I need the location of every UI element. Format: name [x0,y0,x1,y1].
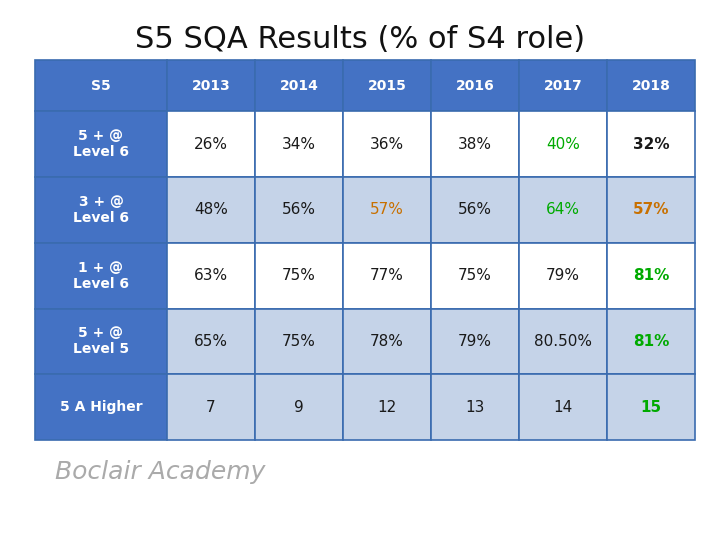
Bar [167,374,255,440]
Text: 40%: 40% [546,137,580,152]
Text: 2015: 2015 [368,79,406,93]
Bar [35,374,167,440]
Bar [519,177,607,243]
Text: S5 SQA Results (% of S4 role): S5 SQA Results (% of S4 role) [135,25,585,55]
Text: 3 + @
Level 6: 3 + @ Level 6 [73,195,129,225]
Bar [519,308,607,374]
Text: 75%: 75% [458,268,492,283]
Text: 81%: 81% [633,334,669,349]
Text: 64%: 64% [546,202,580,218]
Text: 77%: 77% [370,268,404,283]
Text: 79%: 79% [458,334,492,349]
Text: 57%: 57% [633,202,670,218]
Text: 13: 13 [465,400,485,415]
Bar [343,60,431,111]
Bar [607,374,695,440]
Bar [431,308,519,374]
Text: 48%: 48% [194,202,228,218]
Text: 7: 7 [206,400,216,415]
Text: 2013: 2013 [192,79,230,93]
Bar [431,177,519,243]
Text: 14: 14 [554,400,572,415]
Bar [607,243,695,308]
Text: Boclair Academy: Boclair Academy [55,460,266,484]
Bar [343,308,431,374]
Bar [431,111,519,177]
Text: 5 A Higher: 5 A Higher [60,400,143,414]
Bar [167,308,255,374]
Bar [255,243,343,308]
Bar [607,60,695,111]
Bar [607,308,695,374]
Bar [35,243,167,308]
Text: 56%: 56% [458,202,492,218]
Bar [431,60,519,111]
Text: 36%: 36% [370,137,404,152]
Text: 80.50%: 80.50% [534,334,592,349]
Text: 75%: 75% [282,334,316,349]
Text: 38%: 38% [458,137,492,152]
Bar [255,60,343,111]
Bar [35,177,167,243]
Bar [519,243,607,308]
Text: 32%: 32% [633,137,670,152]
Bar [167,177,255,243]
Text: 2017: 2017 [544,79,582,93]
Bar [35,111,167,177]
Bar [519,60,607,111]
Bar [519,111,607,177]
Text: 9: 9 [294,400,304,415]
Bar [35,308,167,374]
Bar [255,374,343,440]
Bar [167,111,255,177]
Bar [343,374,431,440]
Bar [607,111,695,177]
Bar [519,374,607,440]
Text: 65%: 65% [194,334,228,349]
Bar [343,111,431,177]
Bar [255,111,343,177]
Text: 34%: 34% [282,137,316,152]
Text: 5 + @
Level 6: 5 + @ Level 6 [73,129,129,159]
Text: 81%: 81% [633,268,669,283]
Text: 15: 15 [640,400,662,415]
Bar [255,177,343,243]
Text: 57%: 57% [370,202,404,218]
Text: 75%: 75% [282,268,316,283]
Bar [431,374,519,440]
Text: 79%: 79% [546,268,580,283]
Bar [35,60,167,111]
Text: 5 + @
Level 5: 5 + @ Level 5 [73,326,129,356]
Text: 63%: 63% [194,268,228,283]
Text: S5: S5 [91,79,111,93]
Text: 78%: 78% [370,334,404,349]
Bar [167,60,255,111]
Text: 12: 12 [377,400,397,415]
Bar [431,243,519,308]
Text: 56%: 56% [282,202,316,218]
Text: 2016: 2016 [456,79,495,93]
Text: 2018: 2018 [631,79,670,93]
Text: 2014: 2014 [279,79,318,93]
Bar [607,177,695,243]
Bar [167,243,255,308]
Text: 1 + @
Level 6: 1 + @ Level 6 [73,260,129,291]
Bar [343,177,431,243]
Text: 26%: 26% [194,137,228,152]
Bar [255,308,343,374]
Bar [343,243,431,308]
